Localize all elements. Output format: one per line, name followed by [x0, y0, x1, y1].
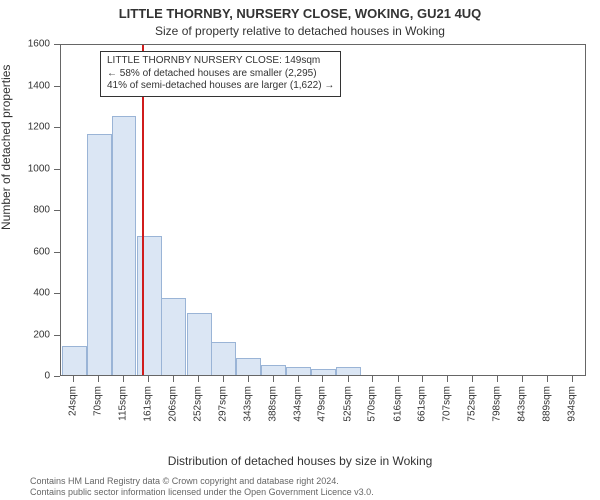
x-tick [273, 376, 274, 382]
histogram-bar [112, 116, 137, 375]
x-tick [98, 376, 99, 382]
x-tick-label: 525sqm [342, 386, 353, 422]
x-tick-label: 24sqm [68, 386, 79, 416]
histogram-bar [187, 313, 212, 375]
y-tick-label: 600 [0, 246, 50, 257]
x-tick-label: 70sqm [93, 386, 104, 416]
histogram-bar [62, 346, 87, 375]
x-tick-label: 252sqm [193, 386, 204, 422]
x-tick [472, 376, 473, 382]
chart-title-sub: Size of property relative to detached ho… [0, 24, 600, 38]
y-tick [54, 293, 60, 294]
x-tick [223, 376, 224, 382]
annotation-line-2: ← 58% of detached houses are smaller (2,… [107, 68, 334, 81]
x-tick-label: 798sqm [492, 386, 503, 422]
annotation-line-1: LITTLE THORNBY NURSERY CLOSE: 149sqm [107, 55, 334, 68]
x-tick [372, 376, 373, 382]
y-tick-label: 1400 [0, 80, 50, 91]
histogram-bar [236, 358, 261, 375]
x-tick-label: 479sqm [317, 386, 328, 422]
y-tick [54, 86, 60, 87]
x-tick [348, 376, 349, 382]
x-tick [497, 376, 498, 382]
x-tick-label: 934sqm [566, 386, 577, 422]
x-tick-label: 616sqm [392, 386, 403, 422]
y-tick [54, 127, 60, 128]
histogram-bar [87, 134, 112, 375]
histogram-bar [211, 342, 236, 375]
x-tick [547, 376, 548, 382]
x-tick-label: 889sqm [542, 386, 553, 422]
x-tick [173, 376, 174, 382]
y-tick [54, 376, 60, 377]
x-tick-label: 388sqm [267, 386, 278, 422]
histogram-bar [336, 367, 361, 375]
x-tick-label: 206sqm [167, 386, 178, 422]
x-tick [198, 376, 199, 382]
y-tick [54, 169, 60, 170]
footer-line-1: Contains HM Land Registry data © Crown c… [30, 476, 374, 487]
x-tick-label: 343sqm [242, 386, 253, 422]
y-tick [54, 335, 60, 336]
x-tick-label: 843sqm [516, 386, 527, 422]
histogram-bar [137, 236, 162, 375]
y-tick-label: 1600 [0, 39, 50, 50]
footer-line-2: Contains public sector information licen… [30, 487, 374, 498]
x-tick [123, 376, 124, 382]
y-tick [54, 210, 60, 211]
x-tick-label: 570sqm [367, 386, 378, 422]
x-tick [572, 376, 573, 382]
x-tick-label: 434sqm [292, 386, 303, 422]
y-tick-label: 400 [0, 288, 50, 299]
x-tick [148, 376, 149, 382]
x-tick-label: 297sqm [217, 386, 228, 422]
histogram-bar [286, 367, 311, 375]
chart-title-main: LITTLE THORNBY, NURSERY CLOSE, WOKING, G… [0, 6, 600, 21]
x-tick-label: 707sqm [442, 386, 453, 422]
x-axis-label: Distribution of detached houses by size … [0, 454, 600, 468]
annotation-line-3: 41% of semi-detached houses are larger (… [107, 80, 334, 93]
y-tick-label: 200 [0, 329, 50, 340]
annotation-box: LITTLE THORNBY NURSERY CLOSE: 149sqm ← 5… [100, 51, 341, 97]
x-tick [422, 376, 423, 382]
x-tick-label: 752sqm [467, 386, 478, 422]
x-tick [447, 376, 448, 382]
chart-footer: Contains HM Land Registry data © Crown c… [30, 476, 374, 498]
y-tick-label: 800 [0, 205, 50, 216]
x-tick [398, 376, 399, 382]
x-tick [522, 376, 523, 382]
histogram-bar [261, 365, 286, 375]
y-tick-label: 1200 [0, 122, 50, 133]
x-tick-label: 115sqm [118, 386, 129, 421]
x-tick-label: 661sqm [417, 386, 428, 422]
y-tick-label: 0 [0, 371, 50, 382]
x-tick-label: 161sqm [143, 386, 154, 422]
x-tick [298, 376, 299, 382]
x-tick [322, 376, 323, 382]
x-tick [248, 376, 249, 382]
y-tick [54, 44, 60, 45]
y-tick-label: 1000 [0, 163, 50, 174]
histogram-bar [311, 369, 336, 375]
x-tick [73, 376, 74, 382]
y-tick [54, 252, 60, 253]
histogram-bar [161, 298, 186, 375]
